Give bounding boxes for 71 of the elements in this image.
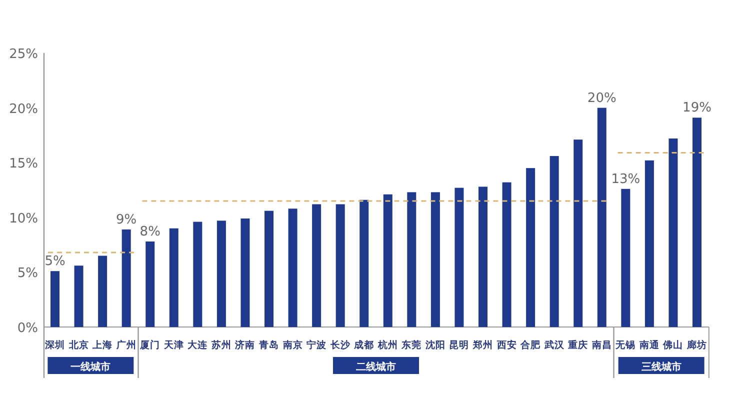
bar [383, 194, 392, 327]
x-axis-title: 一线城市 [70, 361, 111, 373]
bar [668, 138, 678, 327]
x-tick-label: 深圳 [44, 339, 65, 351]
x-tick-label: 青岛 [258, 339, 279, 351]
x-tick-label: 廊坊 [686, 339, 707, 351]
x-tick-label: 南通 [638, 339, 660, 351]
bar [360, 200, 369, 327]
y-tick-label: 20% [9, 102, 38, 117]
bar [550, 156, 559, 327]
bar [216, 220, 226, 327]
bar [478, 186, 488, 327]
bar [193, 222, 202, 327]
bar [146, 242, 155, 327]
bar [288, 208, 298, 327]
x-tick-label: 无锡 [614, 339, 636, 351]
bar [692, 118, 702, 327]
bar [502, 182, 512, 327]
x-tick-label: 合肥 [520, 339, 542, 351]
data-label: 13% [611, 172, 640, 187]
x-tick-label: 天津 [162, 339, 184, 351]
bar [98, 256, 108, 327]
bar [240, 218, 250, 327]
x-tick-label: 东莞 [400, 339, 422, 351]
x-tick-label: 济南 [234, 339, 256, 351]
x-axis-title: 三线城市 [641, 361, 682, 373]
y-tick-label: 25% [9, 47, 38, 62]
x-tick-label: 杭州 [376, 339, 398, 351]
x-tick-label: 长沙 [329, 339, 352, 351]
bar [122, 229, 131, 327]
x-tick-label: 成都 [353, 339, 374, 351]
bar [264, 210, 274, 327]
bar [621, 188, 630, 327]
y-tick-label: 15% [9, 156, 38, 172]
x-tick-label: 郑州 [472, 339, 493, 351]
y-tick-label: 10% [9, 211, 38, 226]
y-tick-label: 5% [17, 266, 38, 282]
data-label: 9% [116, 212, 137, 228]
x-tick-label: 南昌 [590, 339, 612, 351]
bar [169, 228, 178, 327]
bar [50, 271, 60, 327]
x-axis-title: 二线城市 [356, 361, 396, 373]
x-tick-label: 大连 [186, 339, 209, 351]
data-label: 5% [44, 254, 66, 270]
bar [644, 160, 654, 327]
bar [454, 188, 464, 327]
x-tick-label: 宁波 [306, 339, 327, 351]
x-tick-label: 南京 [282, 339, 303, 351]
x-tick-label: 上海 [92, 339, 113, 351]
bar [526, 168, 536, 327]
x-tick-label: 苏州 [210, 339, 232, 351]
bar [430, 192, 440, 327]
x-tick-label: 北京 [68, 339, 89, 351]
bar [407, 192, 416, 327]
data-label: 19% [682, 100, 712, 116]
data-label: 20% [587, 90, 616, 106]
bar [597, 108, 606, 327]
x-tick-label: 广州 [115, 339, 136, 351]
x-tick-label: 武汉 [543, 339, 566, 351]
x-tick-label: 西安 [496, 339, 517, 351]
bar [74, 266, 84, 327]
bar [336, 204, 345, 327]
x-tick-label: 重庆 [567, 339, 588, 351]
bar [574, 140, 583, 327]
bar [312, 204, 322, 327]
y-tick-label: 0% [17, 321, 38, 336]
data-label: 8% [140, 224, 160, 240]
x-tick-label: 昆明 [449, 339, 470, 351]
x-tick-label: 沈阳 [424, 339, 446, 351]
x-tick-label: 厦门 [139, 339, 160, 351]
x-tick-label: 佛山 [662, 339, 684, 351]
